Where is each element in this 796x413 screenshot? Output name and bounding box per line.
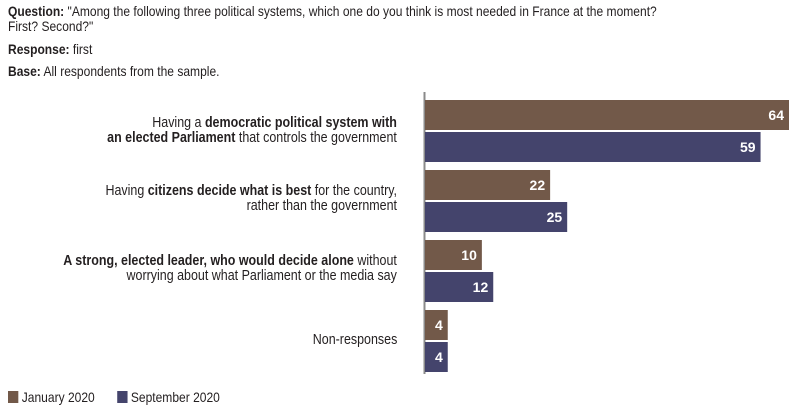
legend: January 2020 September 2020	[8, 389, 242, 405]
base-label: Base:	[8, 63, 41, 79]
category-label-1: Having citizens decide what is best for …	[105, 184, 397, 214]
response-label: Response:	[8, 41, 70, 57]
bar-january-1	[425, 170, 551, 200]
bar-label-september-2: 12	[473, 279, 489, 295]
category-label-line: Having citizens decide what is best for …	[105, 183, 397, 199]
bar-label-january-3: 4	[435, 317, 443, 333]
bar-label-january-2: 10	[461, 247, 477, 263]
legend-swatch-january	[8, 391, 19, 403]
category-label-line: an elected Parliament that controls the …	[107, 130, 397, 146]
bar-label-september-1: 25	[547, 209, 563, 225]
legend-label-january: January 2020	[21, 389, 95, 405]
legend-label-september: September 2020	[130, 389, 220, 405]
category-label-line: A strong, elected leader, who would deci…	[63, 253, 397, 269]
bar-january-3	[425, 310, 448, 340]
question-text-2: First? Second?"	[8, 18, 94, 34]
category-label-line: worrying about what Parliament or the me…	[126, 268, 397, 284]
legend-item-january: January 2020	[8, 389, 95, 405]
base-text: All respondents from the sample.	[40, 63, 220, 79]
category-label-line: Non-responses	[312, 331, 397, 348]
bar-label-september-0: 59	[740, 139, 756, 155]
category-label-line: rather than the government	[246, 198, 397, 214]
category-label-2: A strong, elected leader, who would deci…	[63, 254, 397, 284]
bar-label-september-3: 4	[435, 349, 443, 365]
legend-item-september: September 2020	[117, 389, 220, 405]
bar-january-0	[425, 100, 789, 130]
question-text: "Among the following three political sys…	[64, 3, 657, 19]
bar-september-0	[425, 132, 761, 162]
question: Question: "Among the following three pol…	[8, 4, 657, 34]
base: Base: All respondents from the sample.	[8, 64, 219, 79]
bar-september-3	[425, 342, 448, 372]
bar-september-2	[425, 272, 494, 302]
response-text: first	[69, 41, 93, 57]
category-label-3: Non-responses	[312, 331, 397, 348]
category-label-0: Having a democratic political system wit…	[107, 116, 397, 146]
category-label-line: Having a democratic political system wit…	[152, 115, 397, 131]
bar-september-1	[425, 202, 568, 232]
response: Response: first	[8, 42, 92, 57]
legend-swatch-september	[117, 391, 128, 403]
question-label: Question:	[8, 3, 65, 19]
bar-label-january-0: 64	[768, 107, 784, 123]
bar-january-2	[425, 240, 482, 270]
bar-label-january-1: 22	[530, 177, 546, 193]
